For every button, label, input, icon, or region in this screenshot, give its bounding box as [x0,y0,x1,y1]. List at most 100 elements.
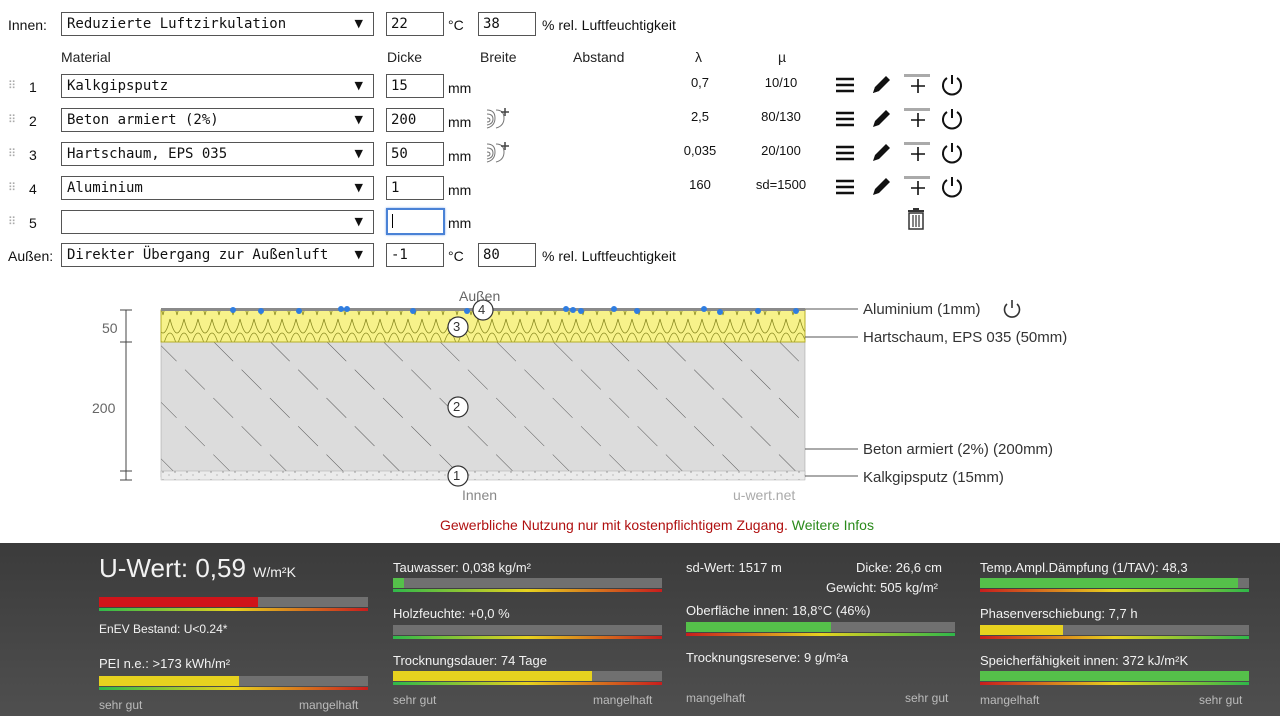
col-breite: Breite [480,49,517,65]
uwert-unit: W/m²K [253,564,296,580]
more-info-link[interactable]: Weitere Infos [791,517,874,533]
uwert-value: 0,59 [195,553,246,583]
uwert-bar [99,597,368,611]
chevron-down-icon: ▼ [354,113,363,126]
pencil-icon[interactable] [869,141,893,165]
layer-unit: mm [448,182,472,198]
oberflaeche-text: Oberfläche innen: 18,8°C (46%) [686,603,871,618]
tauwasser-bar [393,578,662,592]
gewicht-text: Gewicht: 505 kg/m² [826,580,938,595]
add-reinforcement-icon[interactable] [484,106,510,134]
drag-handle-icon[interactable]: ⠿ [8,113,17,126]
inside-temp-unit: °C [448,17,464,33]
layer-lambda: 0,035 [683,143,717,158]
layer-lambda: 2,5 [690,109,710,124]
layer-material-select[interactable]: ▼ [61,210,374,234]
trocknungsdauer-bar [393,671,662,685]
layer-lambda: 160 [689,177,711,192]
inside-climate-value: Reduzierte Luftzirkulation [67,16,287,32]
trocknungsreserve-text: Trocknungsreserve: 9 g/m²a [686,650,849,665]
layer-thickness-input[interactable]: 50 [386,142,444,166]
layer-thickness-input[interactable]: 1 [386,176,444,200]
layer-material-value: Kalkgipsputz [67,78,169,94]
layer-mu: 20/100 [761,143,801,158]
trash-icon[interactable] [905,207,927,231]
layer-marker-3: 3 [453,319,461,334]
power-icon[interactable] [1001,298,1023,320]
inside-humidity-unit: % rel. Luftfeuchtigkeit [542,17,676,33]
menu-icon[interactable] [834,75,858,95]
tauwasser-text: Tauwasser: 0,038 kg/m² [393,560,532,575]
chevron-down-icon: ▼ [354,215,363,228]
col-dicke: Dicke [387,49,423,65]
layer-unit: mm [448,80,472,96]
inside-humidity-input[interactable]: 38 [478,12,536,36]
text-caret [392,214,393,228]
menu-icon[interactable] [834,177,858,197]
add-layer-icon[interactable] [903,174,931,196]
layer-material-select[interactable]: Aluminium ▼ [61,176,374,200]
col2-left-scale: sehr gut [393,693,437,707]
layer-thickness-input[interactable]: 15 [386,74,444,98]
col3-left-scale: mangelhaft [686,691,746,705]
menu-icon[interactable] [834,109,858,129]
layer-number: 2 [29,113,37,129]
outside-climate-value: Direkter Übergang zur Außenluft [67,247,329,263]
layer-thickness-input[interactable]: 200 [386,108,444,132]
layer-thickness-value: 1 [391,180,400,196]
layer-material-select[interactable]: Kalkgipsputz ▼ [61,74,374,98]
power-icon[interactable] [939,72,965,98]
uwert-title: U-Wert: 0,59 W/m²K [99,553,296,584]
watermark: u-wert.net [733,487,796,503]
layer-material-select[interactable]: Hartschaum, EPS 035 ▼ [61,142,374,166]
outside-climate-select[interactable]: Direkter Übergang zur Außenluft ▼ [61,243,374,267]
inside-temp-value: 22 [391,16,408,32]
diagram-outside-label: Außen [459,288,501,304]
enev-text: EnEV Bestand: U<0.24* [99,622,228,636]
add-layer-icon[interactable] [903,106,931,128]
outside-humidity-input[interactable]: 80 [478,243,536,267]
layer-material-value: Beton armiert (2%) [67,112,219,128]
speicher-bar [980,671,1249,685]
legend-concrete: Beton armiert (2%) (200mm) [863,441,1054,458]
drag-handle-icon[interactable]: ⠿ [8,147,17,160]
power-icon[interactable] [939,174,965,200]
menu-icon[interactable] [834,143,858,163]
legend-aluminium: Aluminium (1mm) [863,301,981,318]
diagram-inside-label: Innen [462,487,498,503]
layer-thickness-input[interactable] [386,208,445,235]
add-layer-icon[interactable] [903,72,931,94]
inside-climate-select[interactable]: Reduzierte Luftzirkulation ▼ [61,12,374,36]
speicher-text: Speicherfähigkeit innen: 372 kJ/m²K [980,653,1189,668]
layer-material-value: Hartschaum, EPS 035 [67,146,228,162]
col3-right-scale: sehr gut [905,691,949,705]
drag-handle-icon[interactable]: ⠿ [8,79,17,92]
layer-mu: sd=1500 [755,177,807,192]
layer-material-select[interactable]: Beton armiert (2%) ▼ [61,108,374,132]
add-layer-icon[interactable] [903,140,931,162]
drag-handle-icon[interactable]: ⠿ [8,215,17,228]
col1-right-scale: mangelhaft [299,698,359,712]
layer-thickness-value: 200 [391,112,417,128]
layer-number: 3 [29,147,37,163]
power-icon[interactable] [939,106,965,132]
add-reinforcement-icon[interactable] [484,140,510,168]
pencil-icon[interactable] [869,175,893,199]
holzfeuchte-text: Holzfeuchte: +0,0 % [393,606,510,621]
trocknungsdauer-text: Trocknungsdauer: 74 Tage [393,653,547,668]
outside-temp-input[interactable]: -1 [386,243,444,267]
uwert-label: U-Wert: [99,553,189,583]
layer-number: 1 [29,79,37,95]
results-panel: U-Wert: 0,59 W/m²K EnEV Bestand: U<0.24*… [0,543,1280,716]
pencil-icon[interactable] [869,107,893,131]
inside-humidity-value: 38 [483,16,500,32]
notice-text: Gewerbliche Nutzung nur mit kostenpflich… [440,517,788,533]
layer-mu: 80/130 [761,109,801,124]
pencil-icon[interactable] [869,73,893,97]
layer-marker-2: 2 [453,399,461,414]
drag-handle-icon[interactable]: ⠿ [8,181,17,194]
outside-temp-value: -1 [391,247,408,263]
inside-temp-input[interactable]: 22 [386,12,444,36]
tav-text: Temp.Ampl.Dämpfung (1/TAV): 48,3 [980,560,1188,575]
power-icon[interactable] [939,140,965,166]
